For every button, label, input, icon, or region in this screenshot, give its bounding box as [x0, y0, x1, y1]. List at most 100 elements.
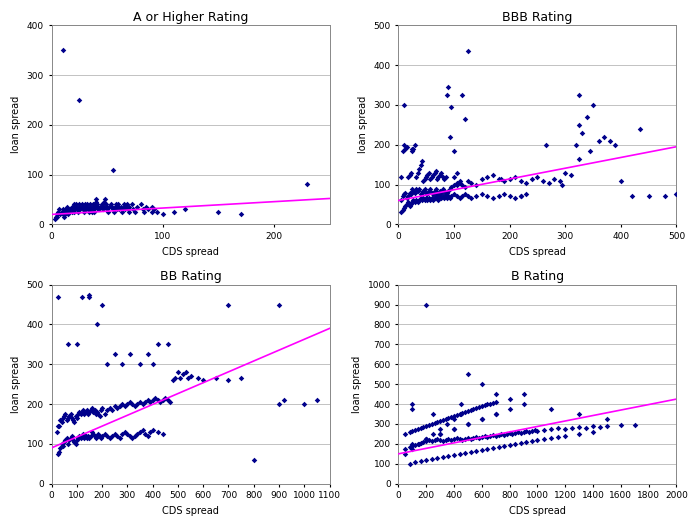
Point: [116, 208, 127, 216]
Point: [87, 200, 99, 209]
Point: [212, 208, 224, 216]
Point: [85, 203, 96, 211]
Point: [401, 142, 412, 151]
Point: [433, 172, 444, 181]
Point: [185, 372, 196, 380]
Point: [66, 432, 78, 440]
Point: [146, 208, 157, 216]
Point: [407, 427, 418, 435]
Point: [476, 446, 487, 454]
Point: [449, 180, 460, 189]
Point: [112, 205, 123, 213]
Point: [424, 187, 435, 195]
Point: [449, 412, 460, 420]
Point: [459, 448, 470, 457]
Point: [428, 190, 439, 199]
Point: [504, 174, 515, 183]
Point: [594, 423, 605, 431]
Point: [487, 431, 498, 439]
Point: [131, 203, 143, 211]
Point: [109, 205, 120, 213]
Point: [449, 190, 460, 199]
Point: [84, 408, 95, 416]
Point: [446, 413, 457, 421]
Point: [416, 157, 427, 165]
Point: [405, 169, 416, 177]
Point: [405, 190, 416, 199]
Point: [99, 203, 110, 211]
Point: [482, 172, 493, 181]
Point: [441, 91, 452, 99]
Point: [615, 421, 626, 429]
Point: [470, 404, 482, 412]
Point: [57, 442, 69, 450]
Point: [456, 436, 468, 444]
Point: [449, 172, 460, 181]
Point: [443, 192, 454, 201]
Point: [418, 194, 429, 203]
Point: [442, 419, 453, 428]
Point: [635, 124, 646, 133]
Point: [99, 196, 110, 204]
Point: [643, 192, 654, 201]
Point: [424, 174, 435, 183]
Point: [93, 205, 104, 213]
Point: [92, 408, 103, 416]
Point: [408, 196, 419, 204]
Point: [79, 410, 90, 418]
Point: [124, 203, 135, 211]
Point: [432, 435, 443, 443]
Point: [410, 172, 421, 181]
Point: [451, 192, 462, 201]
Point: [273, 300, 284, 309]
Point: [137, 426, 148, 434]
Point: [89, 406, 100, 414]
Point: [57, 414, 69, 422]
Point: [398, 190, 410, 199]
Point: [412, 198, 424, 207]
Point: [574, 154, 585, 163]
Point: [129, 208, 140, 216]
Point: [518, 428, 529, 436]
Point: [470, 180, 482, 189]
Y-axis label: loan spread: loan spread: [352, 356, 362, 413]
Point: [431, 184, 442, 193]
Point: [412, 425, 424, 433]
Point: [137, 400, 148, 408]
Point: [80, 205, 92, 213]
Point: [412, 169, 424, 177]
Point: [157, 210, 168, 219]
Point: [84, 434, 95, 442]
Point: [132, 430, 143, 438]
Point: [462, 192, 473, 201]
Point: [424, 196, 435, 204]
Point: [543, 178, 554, 187]
Point: [443, 83, 454, 91]
Point: [69, 203, 80, 211]
Point: [553, 433, 564, 441]
Point: [400, 445, 411, 453]
Point: [421, 422, 432, 430]
Point: [438, 174, 449, 183]
Point: [180, 205, 191, 213]
Point: [70, 412, 81, 420]
Point: [117, 360, 128, 368]
Point: [454, 450, 465, 458]
Point: [419, 174, 430, 183]
Point: [462, 419, 473, 428]
Point: [95, 434, 106, 442]
Point: [490, 410, 501, 418]
X-axis label: CDS spread: CDS spread: [509, 506, 566, 516]
Point: [444, 133, 455, 141]
Point: [104, 404, 115, 412]
Point: [400, 188, 411, 197]
Point: [476, 174, 487, 183]
Point: [74, 203, 85, 211]
Point: [50, 213, 62, 221]
Point: [76, 408, 87, 416]
Point: [59, 437, 70, 446]
Point: [210, 374, 222, 383]
Point: [236, 374, 247, 383]
Point: [413, 196, 424, 204]
Point: [462, 419, 473, 428]
